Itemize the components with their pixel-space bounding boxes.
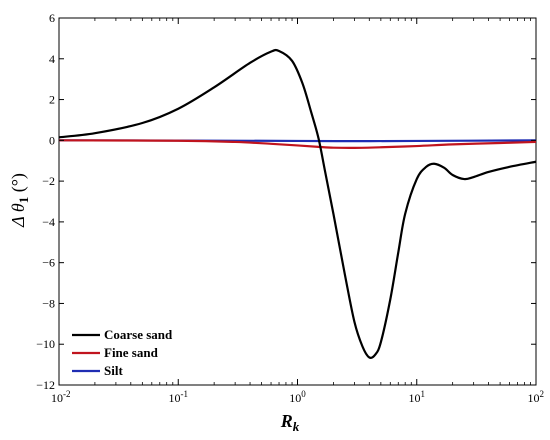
series-layer (58, 48, 537, 360)
x-axis-label: Rk (280, 411, 300, 434)
y-tick-label: 2 (49, 93, 55, 107)
series-line-coarse-sand (58, 48, 537, 360)
y-tick-label: −8 (42, 296, 55, 310)
y-axis-label: Δ θ1 (°) (8, 173, 31, 228)
y-axis-label-sub: 1 (16, 197, 31, 204)
y-tick-label: 0 (49, 133, 55, 147)
y-tick-label: 4 (49, 52, 55, 66)
y-tick-label: 6 (49, 11, 55, 25)
legend-label-fine-sand: Fine sand (104, 345, 159, 360)
x-tick-label: 100 (289, 389, 306, 405)
legend-label-coarse-sand: Coarse sand (104, 327, 173, 342)
x-tick-label: 101 (409, 389, 426, 405)
y-tick-label: −10 (36, 337, 55, 351)
x-tick-label: 10-2 (51, 389, 71, 405)
x-tick-label: 10-1 (169, 389, 189, 405)
y-axis-label-unit: (°) (8, 173, 29, 197)
series-line-fine-sand (58, 139, 537, 150)
y-tick-label: −12 (36, 378, 55, 392)
y-tick-label: −4 (42, 215, 55, 229)
legend: Coarse sand Fine sand Silt (72, 327, 173, 378)
y-tick-label: −2 (42, 174, 55, 188)
x-axis-label-sub: k (293, 419, 300, 434)
x-tick-label: 102 (528, 389, 545, 405)
legend-label-silt: Silt (104, 363, 123, 378)
y-tick-label: −6 (42, 256, 55, 270)
